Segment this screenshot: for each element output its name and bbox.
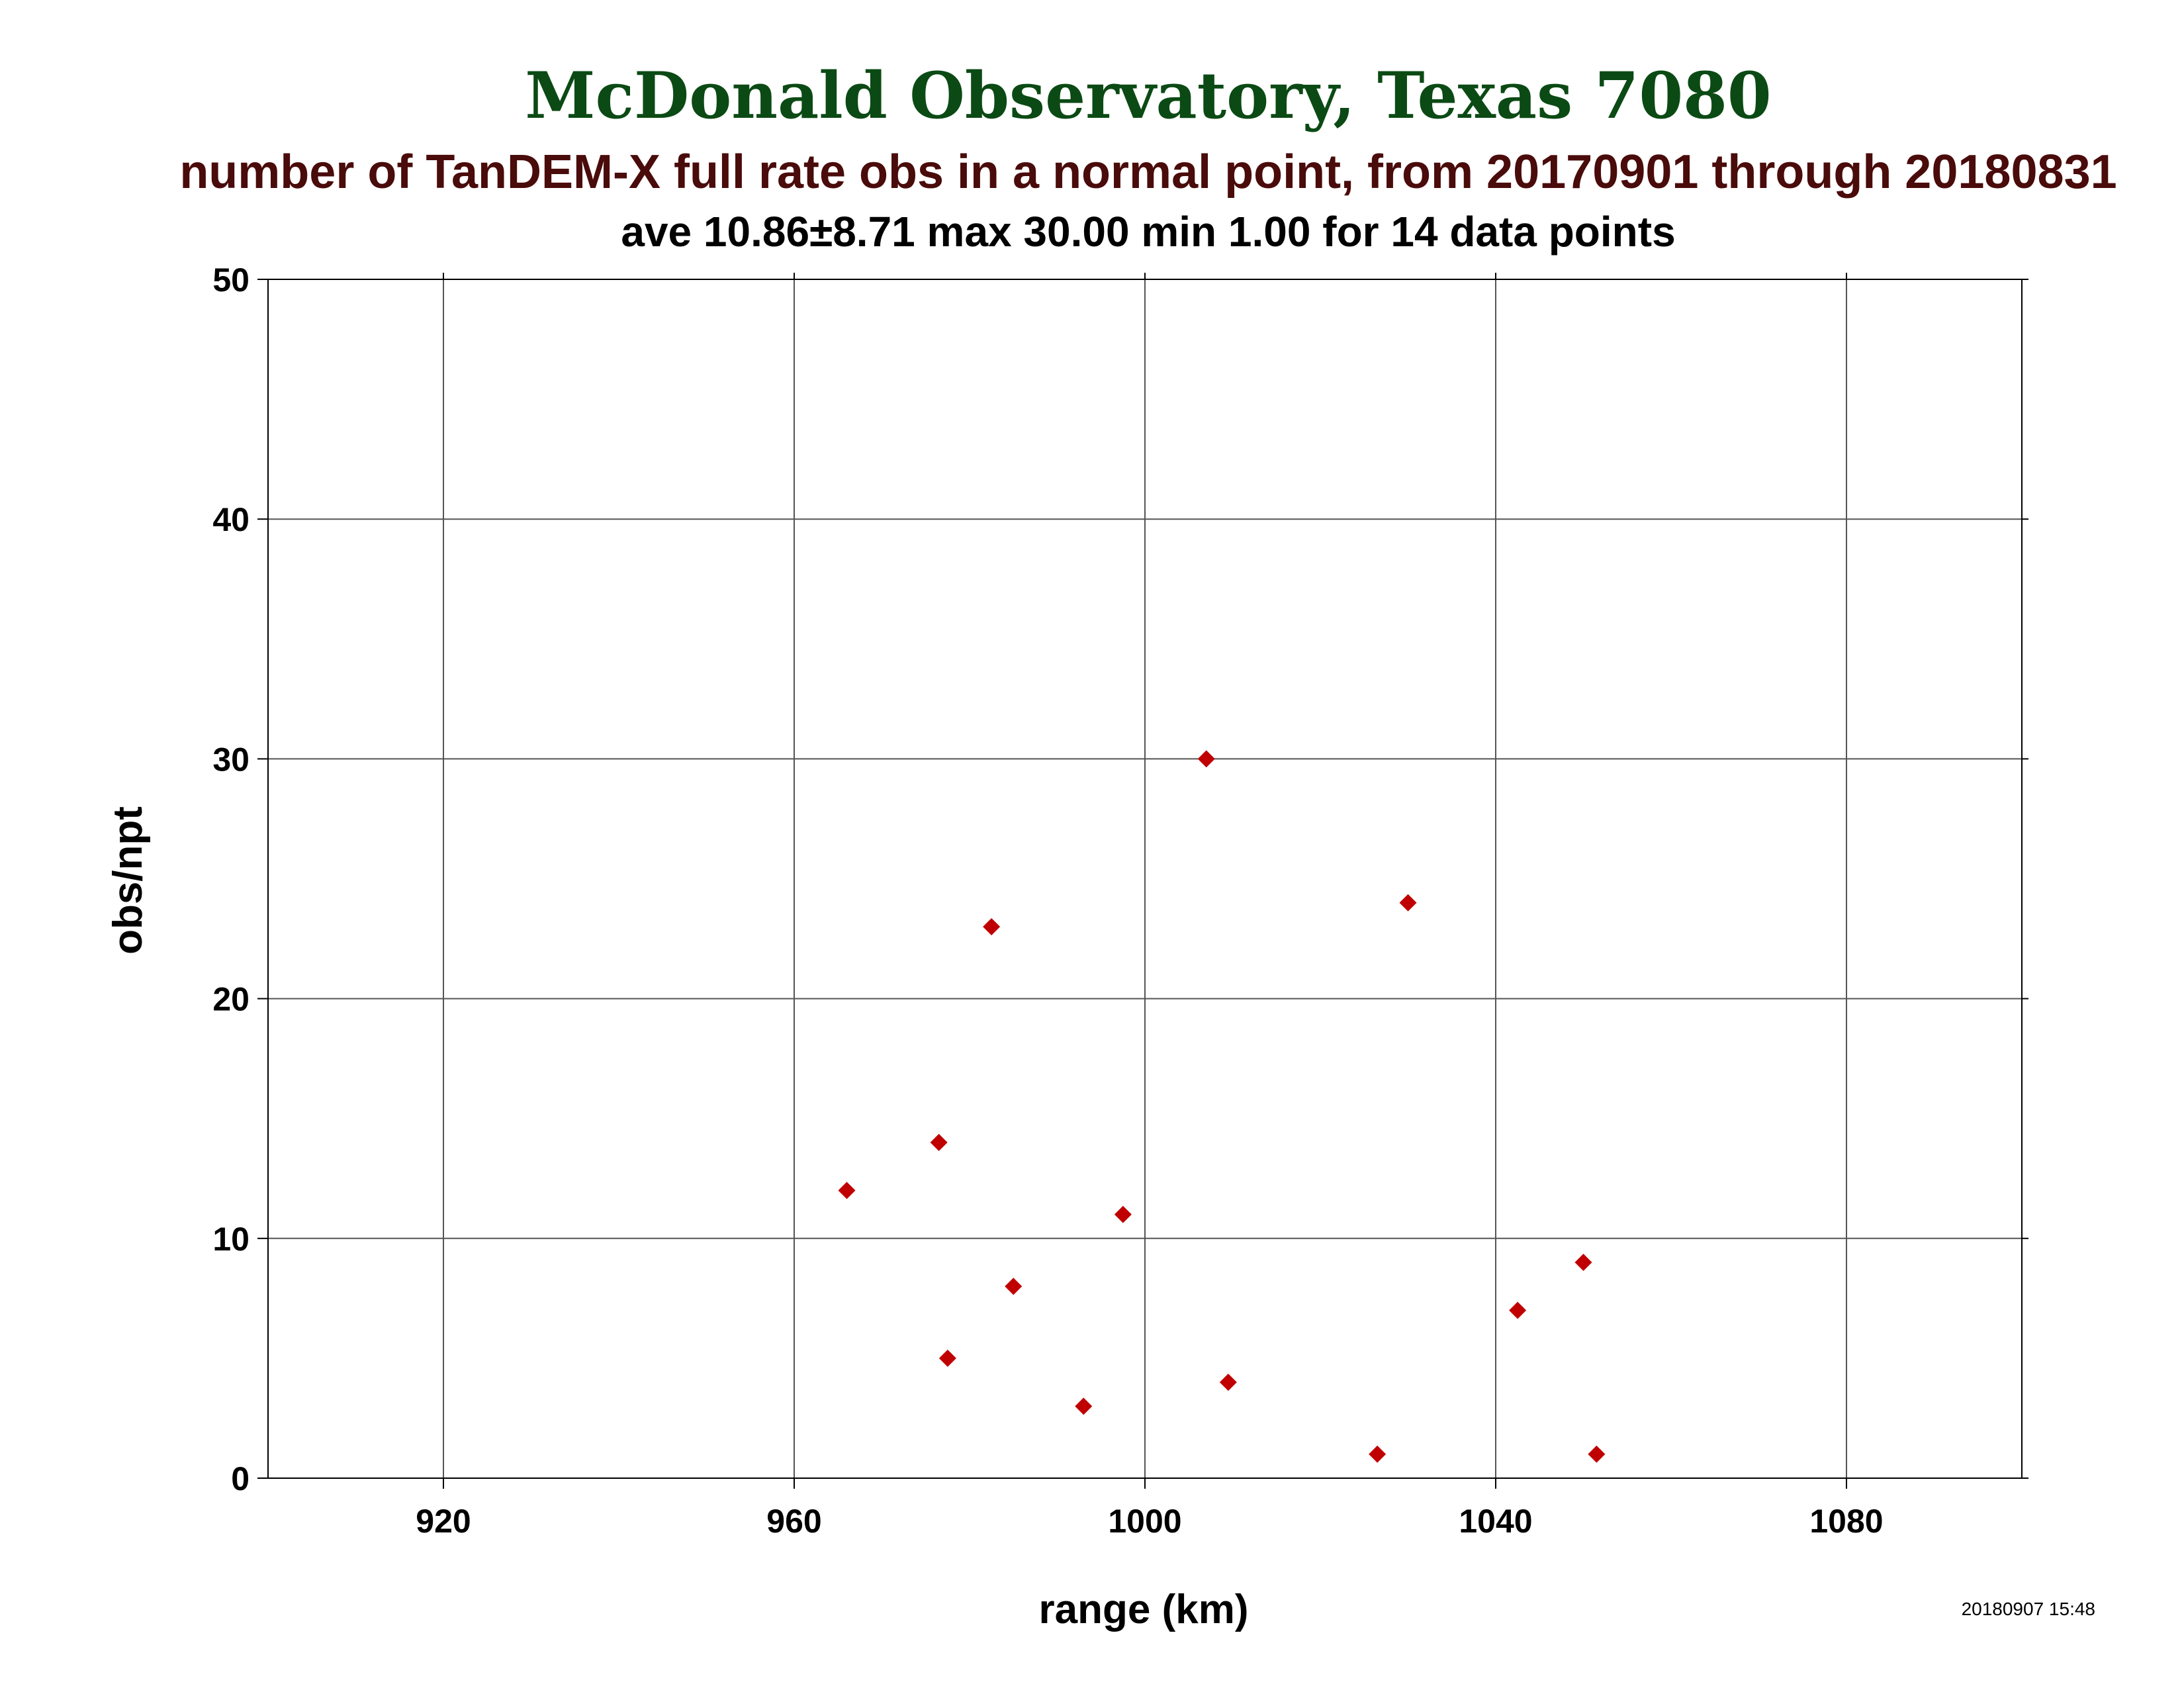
x-axis-label: range (km): [1039, 1587, 1249, 1632]
y-tick-label: 0: [231, 1460, 250, 1497]
data-point: [1509, 1301, 1527, 1319]
x-tick-label: 960: [766, 1503, 821, 1540]
grid: [268, 279, 2022, 1478]
data-points: [838, 750, 1606, 1463]
x-tick-label: 1000: [1108, 1503, 1181, 1540]
chart-stats: ave 10.86±8.71 max 30.00 min 1.00 for 14…: [621, 208, 1675, 256]
data-point: [1399, 894, 1417, 912]
axis-ticks: [257, 273, 2028, 1489]
x-tick-label: 1040: [1459, 1503, 1532, 1540]
data-point: [938, 1349, 956, 1367]
data-point: [983, 917, 1001, 935]
x-tick-labels: 920 960 1000 1040 1080: [416, 1503, 1883, 1540]
data-point: [1588, 1445, 1606, 1463]
data-point: [1369, 1445, 1387, 1463]
y-tick-label: 30: [212, 741, 250, 778]
data-point: [930, 1133, 948, 1151]
y-tick-label: 10: [212, 1221, 250, 1258]
data-point: [1219, 1374, 1237, 1391]
data-point: [1114, 1205, 1132, 1223]
chart-subtitle: number of TanDEM-X full rate obs in a no…: [179, 146, 2116, 199]
data-point: [1075, 1397, 1093, 1415]
data-point: [1005, 1278, 1023, 1295]
chart-title: McDonald Observatory, Texas 7080: [525, 58, 1771, 133]
y-tick-label: 50: [212, 261, 250, 299]
data-point: [1574, 1254, 1592, 1272]
y-tick-label: 40: [212, 501, 250, 538]
x-tick-label: 1080: [1809, 1503, 1883, 1540]
timestamp: 20180907 15:48: [1962, 1599, 2095, 1619]
data-point: [838, 1182, 856, 1199]
data-point: [1197, 750, 1215, 768]
y-axis-label: obs/npt: [105, 806, 151, 955]
y-tick-label: 20: [212, 981, 250, 1018]
y-tick-labels: 0 10 20 30 40 50: [212, 261, 250, 1497]
x-tick-label: 920: [416, 1503, 471, 1540]
